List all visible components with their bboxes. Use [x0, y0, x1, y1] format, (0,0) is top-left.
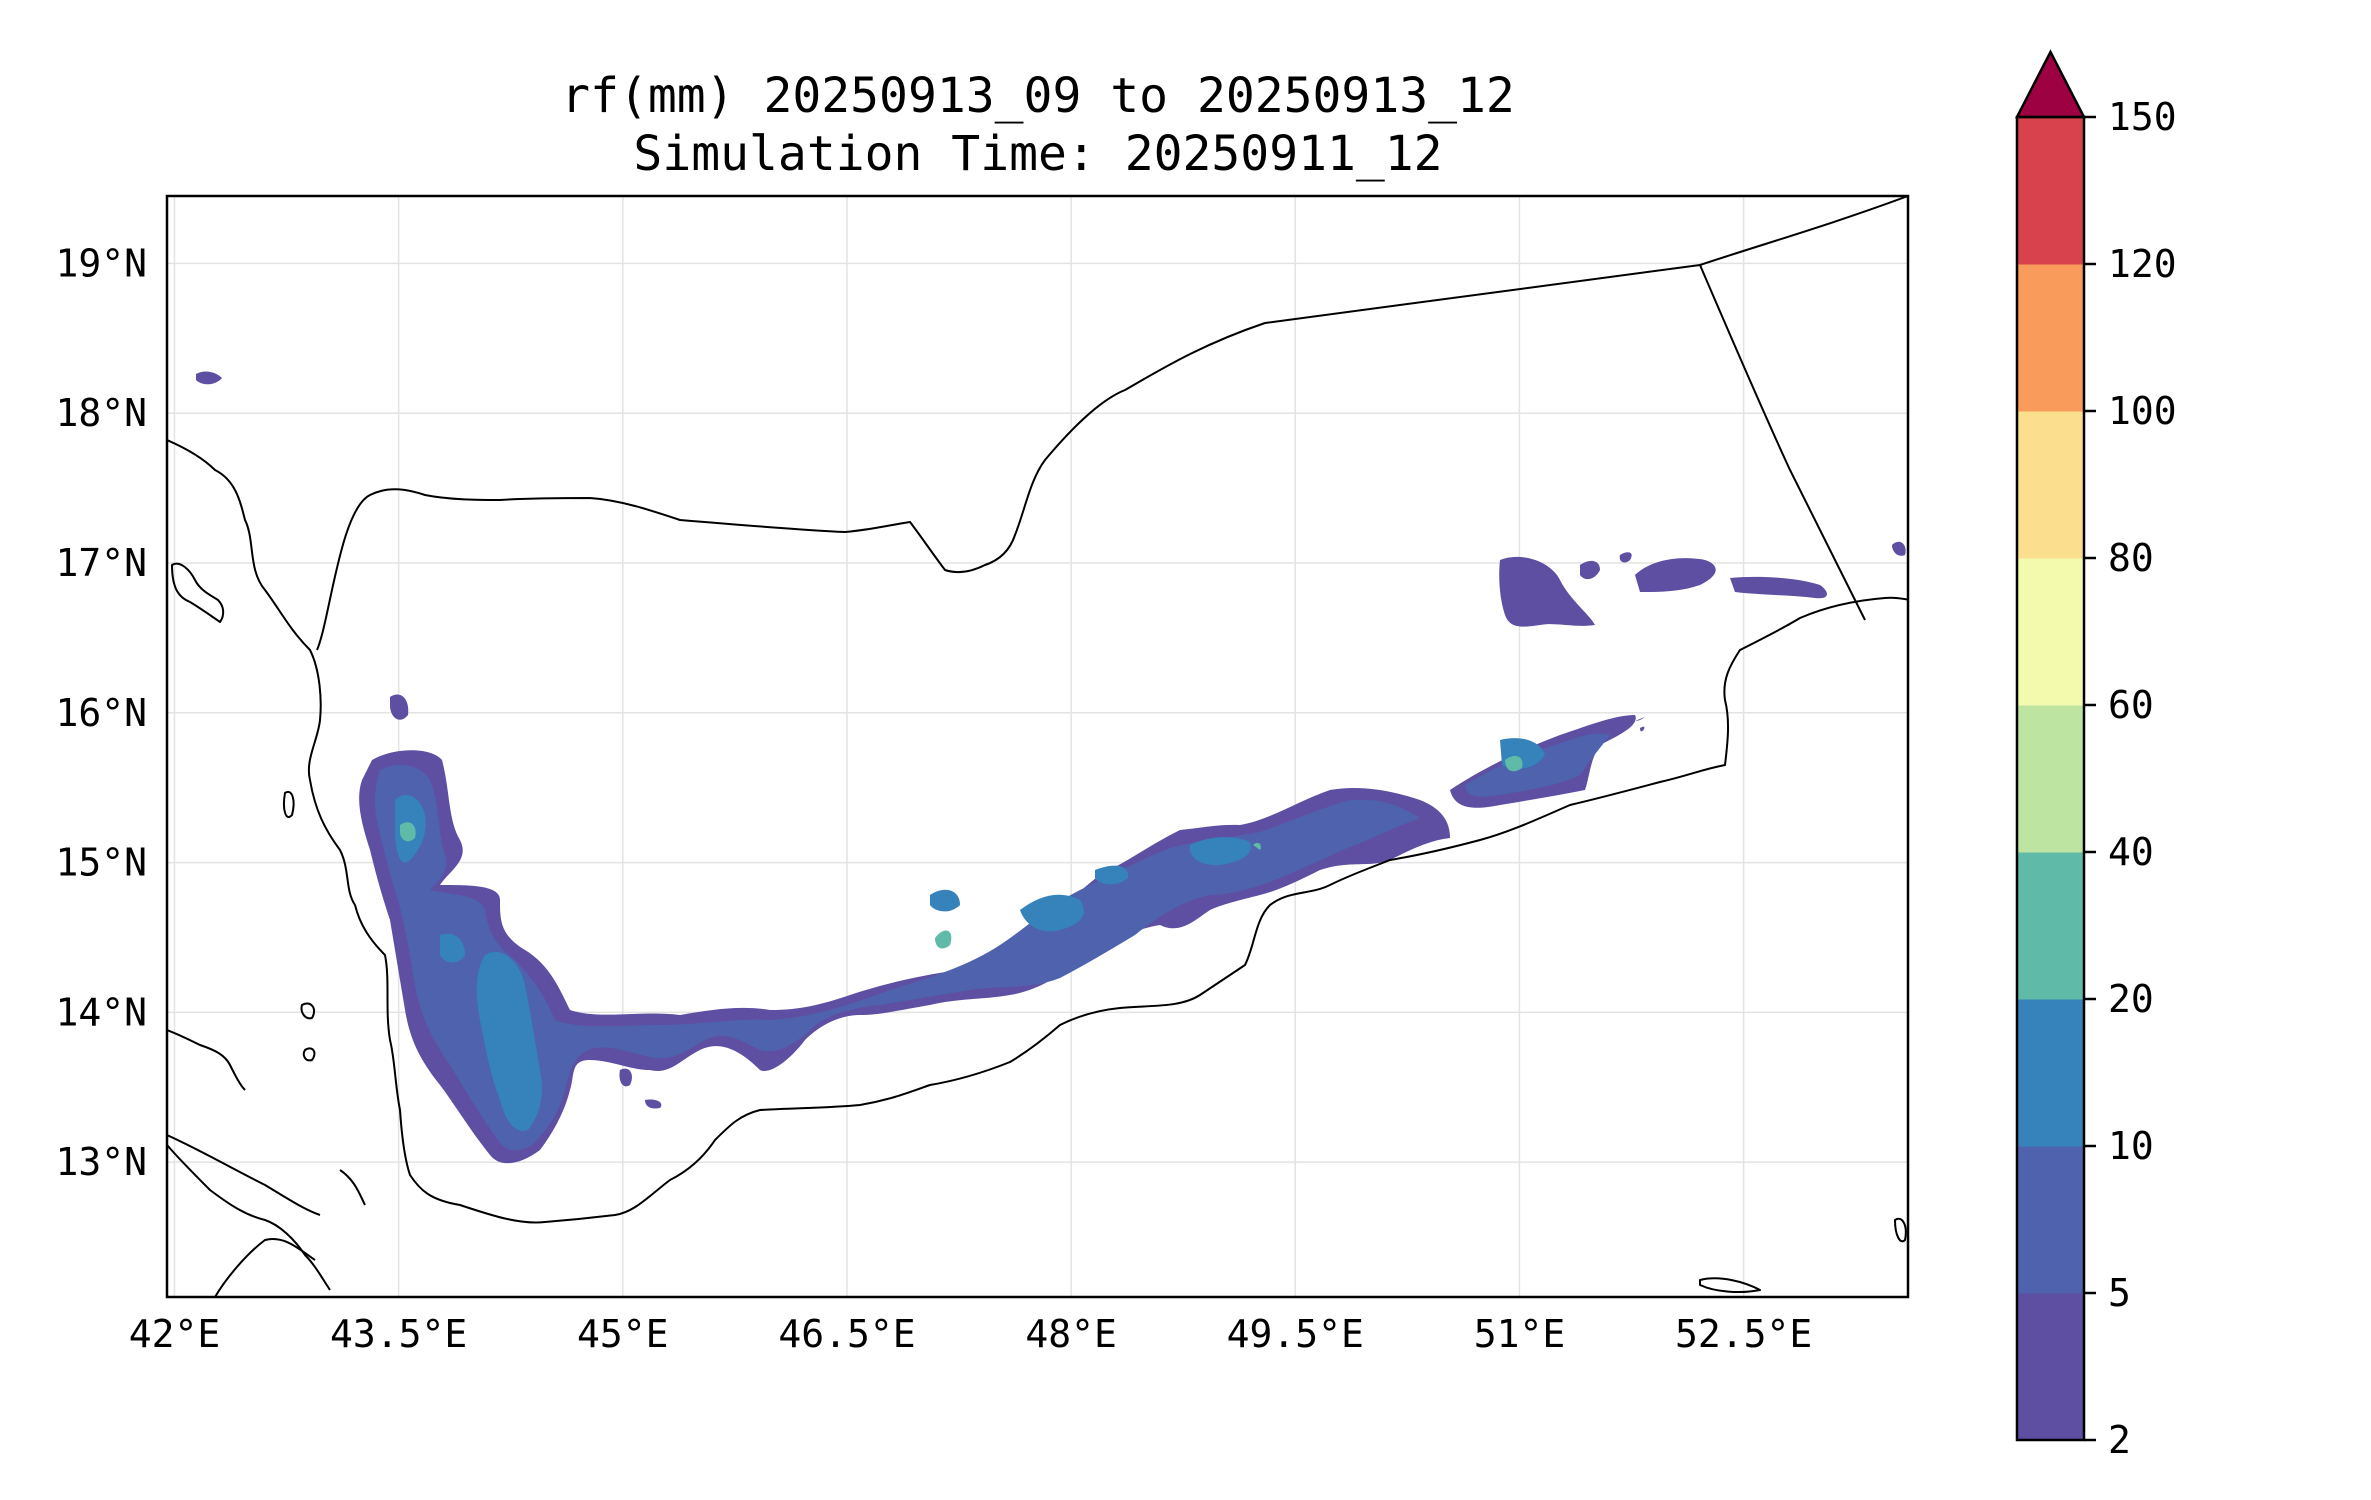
- colorbar-band: [2017, 1146, 2084, 1294]
- x-tick-label: 43.5°E: [330, 1312, 467, 1356]
- african-coast: [167, 1029, 331, 1291]
- colorbar: 2 5 10 20 40 60 80 100 120 150: [2014, 49, 2177, 1462]
- y-tick-label: 14°N: [55, 990, 147, 1034]
- gridlines: [167, 196, 1908, 1297]
- colorbar-tick-label: 40: [2108, 830, 2154, 874]
- colorbar-band: [2017, 558, 2084, 706]
- y-tick-label: 19°N: [55, 241, 147, 285]
- colorbar-tick-label: 20: [2108, 977, 2154, 1021]
- coastlines: [167, 439, 1908, 1297]
- country-borders: [167, 196, 1908, 1216]
- colorbar-band: [2017, 411, 2084, 559]
- y-tick-label: 17°N: [55, 541, 147, 585]
- arabian-peninsula-coast: [167, 439, 1908, 1224]
- colorbar-band: [2017, 264, 2084, 412]
- colorbar-band: [2017, 1293, 2084, 1441]
- axis-ticks: 42°E 43.5°E 45°E 46.5°E 48°E 49.5°E 51°E 52.5°E…: [55, 241, 1812, 1356]
- rainfall-contours: [196, 371, 1906, 1164]
- x-tick-label: 48°E: [1025, 1312, 1117, 1356]
- colorbar-band: [2017, 705, 2084, 853]
- y-tick-label: 15°N: [55, 841, 147, 885]
- x-tick-label: 51°E: [1474, 1312, 1566, 1356]
- colorbar-band: [2017, 852, 2084, 1000]
- colorbar-extend-triangle: [2014, 49, 2087, 119]
- colorbar-tick-label: 80: [2108, 536, 2154, 580]
- rain-band-5-10: [375, 733, 1610, 1151]
- yemen-oman-border: [1699, 264, 1866, 621]
- x-tick-label: 45°E: [577, 1312, 669, 1356]
- colorbar-tick-label: 2: [2108, 1418, 2131, 1462]
- title-line-2: Simulation Time: 20250911_12: [633, 126, 1442, 182]
- y-tick-label: 16°N: [55, 691, 147, 735]
- colorbar-tick-label: 10: [2108, 1124, 2154, 1168]
- colorbar-band: [2017, 999, 2084, 1147]
- x-tick-label: 42°E: [129, 1312, 221, 1356]
- x-tick-label: 46.5°E: [778, 1312, 915, 1356]
- socotra-fragment: [1699, 1217, 1907, 1294]
- x-tick-label: 49.5°E: [1227, 1312, 1364, 1356]
- kamaran-island: [282, 790, 295, 818]
- horn-coast: [214, 1169, 366, 1297]
- colorbar-tick-label: 5: [2108, 1271, 2131, 1315]
- x-tick-label: 52.5°E: [1675, 1312, 1812, 1356]
- map-panel: [167, 196, 1908, 1297]
- colorbar-tick-label: 100: [2108, 389, 2177, 433]
- colorbar-band: [2017, 117, 2084, 265]
- hanish-islands: [300, 1002, 316, 1062]
- y-tick-label: 18°N: [55, 391, 147, 435]
- yemen-saudi-border: [316, 196, 1908, 651]
- y-tick-label: 13°N: [55, 1140, 147, 1184]
- rain-band-20-40: [400, 755, 1523, 949]
- rain-band-10-20: [395, 738, 1545, 1131]
- colorbar-tick-label: 60: [2108, 683, 2154, 727]
- ethiopia-eritrea-border: [167, 1134, 321, 1216]
- colorbar-frame: [2015, 115, 2086, 1442]
- colorbar-tick-label: 150: [2108, 95, 2177, 139]
- colorbar-tick-label: 120: [2108, 242, 2177, 286]
- map-frame: [165, 194, 1910, 1299]
- title-line-1: rf(mm) 20250913_09 to 20250913_12: [561, 68, 1515, 124]
- farasan-islands: [171, 562, 225, 623]
